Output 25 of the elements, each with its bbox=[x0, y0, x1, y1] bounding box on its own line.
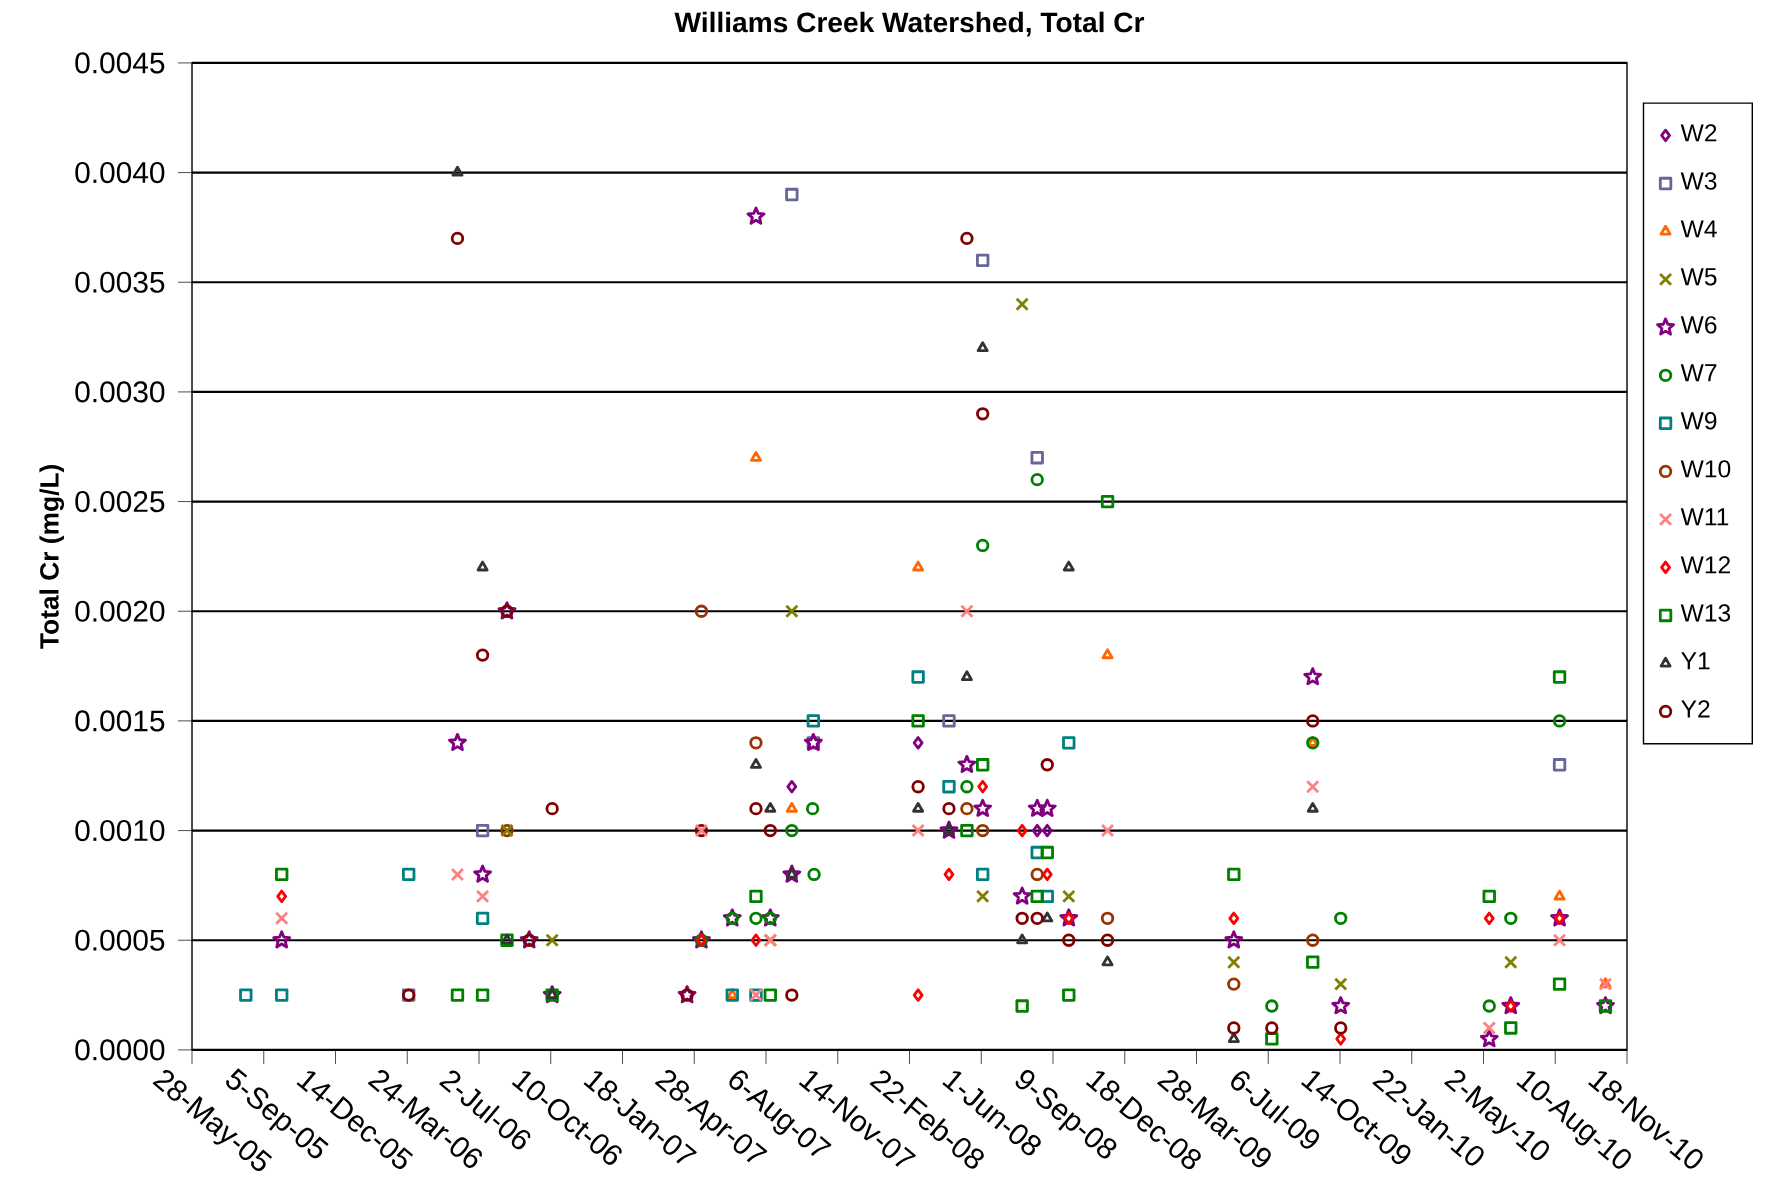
legend-label: W6 bbox=[1680, 316, 1717, 334]
legend-label: W4 bbox=[1680, 220, 1717, 238]
legend-label: W9 bbox=[1680, 412, 1717, 430]
legend-label: W3 bbox=[1680, 172, 1717, 190]
legend-label: W11 bbox=[1680, 508, 1729, 526]
y-tick-label: 0.0040 bbox=[75, 162, 165, 184]
y-tick-label: 0.0015 bbox=[75, 710, 165, 732]
legend-label: W10 bbox=[1680, 460, 1731, 478]
y-tick-label: 0.0030 bbox=[75, 381, 165, 403]
legend-label: W2 bbox=[1680, 124, 1717, 142]
y-tick-label: 0.0025 bbox=[75, 491, 165, 513]
y-tick-label: 0.0045 bbox=[75, 52, 165, 74]
legend-label: Y2 bbox=[1681, 700, 1710, 718]
y-axis-title: Total Cr (mg/L) bbox=[39, 465, 65, 649]
y-tick-label: 0.0005 bbox=[75, 929, 165, 951]
y-tick-label: 0.0010 bbox=[75, 820, 165, 842]
y-tick-label: 0.0000 bbox=[75, 1039, 165, 1061]
legend-label: W7 bbox=[1680, 364, 1717, 382]
chart-title: Williams Creek Watershed, Total Cr bbox=[674, 11, 1145, 37]
y-tick-label: 0.0035 bbox=[75, 271, 165, 293]
legend-label: W12 bbox=[1680, 556, 1730, 574]
legend-label: Y1 bbox=[1681, 652, 1710, 670]
legend-label: W5 bbox=[1680, 268, 1717, 286]
y-tick-label: 0.0020 bbox=[75, 600, 165, 622]
legend-label: W13 bbox=[1680, 604, 1731, 622]
